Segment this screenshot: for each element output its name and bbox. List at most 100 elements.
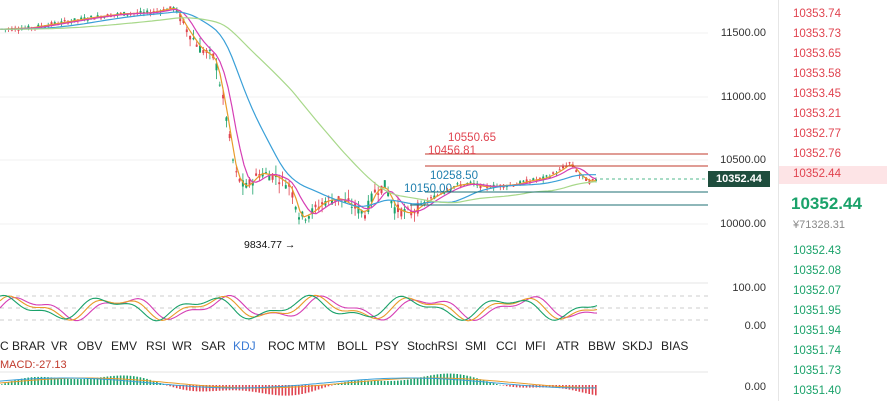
candle-body [403,209,406,212]
candle-body [93,18,96,20]
macd-bar [400,380,402,385]
candle-body [284,185,287,189]
tab-sar[interactable]: SAR [201,339,226,353]
ask-row[interactable]: 10353.58 [793,68,841,80]
candle-body [311,208,314,215]
candle-body [265,172,267,174]
bid-row[interactable]: 10352.08 [793,265,841,277]
macd-bar [344,382,346,385]
macd-bar [350,381,353,385]
candle-body [393,207,396,214]
ask-row[interactable]: 10353.65 [793,48,841,60]
tab-c[interactable]: C [0,339,9,353]
macd-bar [334,384,336,385]
price-chart[interactable] [0,0,708,401]
candle-body [360,210,363,214]
candle-body [291,192,294,198]
ask-row[interactable]: 10353.21 [793,108,841,120]
ask-highlight [779,166,887,184]
tab-smi[interactable]: SMI [465,339,487,353]
ask-row[interactable]: 10353.74 [793,8,841,20]
tab-kdj[interactable]: KDJ [233,339,256,353]
macd-bar [380,380,383,385]
macd-bar [439,373,442,385]
macd-bar [360,380,363,385]
current-price-tag: 10352.44 [708,171,770,187]
oscillator-line [0,294,598,322]
bid-row[interactable]: 10351.40 [793,385,841,397]
macd-bar [515,385,518,388]
oscillator-line [0,294,598,322]
tab-mtm[interactable]: MTM [298,339,326,353]
macd-label: MACD:-27.13 [0,359,67,371]
macd-bar [53,377,56,385]
tab-vr[interactable]: VR [51,339,68,353]
candle-body [522,180,525,182]
tab-bias[interactable]: BIAS [661,339,689,353]
ask-row[interactable]: 10352.77 [793,128,841,140]
chart-area[interactable]: 10550.65 10456.81 10258.50 10150.00 9834… [0,0,708,401]
candle-body [278,182,281,185]
candle-body [96,15,99,17]
ask-row[interactable]: 10353.73 [793,28,841,40]
tab-bbw[interactable]: BBW [588,339,616,353]
bid-row[interactable]: 10352.43 [793,245,841,257]
macd-bar [499,384,501,386]
macd-bar [390,380,392,385]
candle-body [390,200,393,204]
candle-body [241,180,244,187]
macd-bar [416,377,419,385]
macd-bar [136,376,138,385]
candle-body [519,181,522,185]
macd-bar [512,385,515,388]
macd-bar [324,385,326,388]
tab-skdj[interactable]: SKDJ [622,339,653,353]
tab-rsi[interactable]: RSI [146,339,167,353]
macd-bar [301,385,303,395]
oscillator-line [0,295,598,322]
candle-body [433,195,436,199]
candle-body [202,50,205,54]
candle-body [456,183,459,185]
bid-row[interactable]: 10351.95 [793,305,841,317]
macd-bar [255,385,257,393]
ask-row[interactable]: 10352.44 [793,168,841,180]
tab-cci[interactable]: CCI [496,339,517,353]
tab-brar[interactable]: BRAR [12,339,46,353]
tab-obv[interactable]: OBV [77,339,103,353]
macd-bar [261,385,264,394]
ask-row[interactable]: 10353.45 [793,88,841,100]
tab-atr[interactable]: ATR [556,339,580,353]
fiat-value: ¥71328.31 [793,219,845,231]
candle-body [400,208,403,217]
candle-body [350,206,353,208]
macd-bar [420,377,422,385]
macd-bar [86,378,89,385]
candle-body [232,159,234,161]
ask-row[interactable]: 10352.76 [793,148,841,160]
candle-body [189,35,192,40]
tab-roc[interactable]: ROC [268,339,295,353]
bid-row[interactable]: 10351.94 [793,325,841,337]
candle-body [294,206,297,210]
bid-row[interactable]: 10351.74 [793,345,841,357]
macd-bar [284,385,287,396]
bid-row[interactable]: 10351.73 [793,365,841,377]
tab-mfi[interactable]: MFI [525,339,546,353]
tab-stochrsi[interactable]: StochRSI [407,339,458,353]
macd-bar [288,385,290,396]
macd-bar [298,385,300,395]
tab-boll[interactable]: BOLL [337,339,368,353]
macd-bar [146,378,148,385]
bid-row[interactable]: 10352.07 [793,285,841,297]
candle-body [304,219,307,221]
macd-bar [80,379,82,385]
tab-wr[interactable]: WR [172,339,192,353]
macd-bar [426,375,429,385]
tab-psy[interactable]: PSY [375,339,400,353]
tab-emv[interactable]: EMV [111,339,138,353]
candle-body [377,193,380,195]
macd-bar [205,385,208,392]
macd-bar [4,383,6,385]
macd-bar [265,385,267,394]
